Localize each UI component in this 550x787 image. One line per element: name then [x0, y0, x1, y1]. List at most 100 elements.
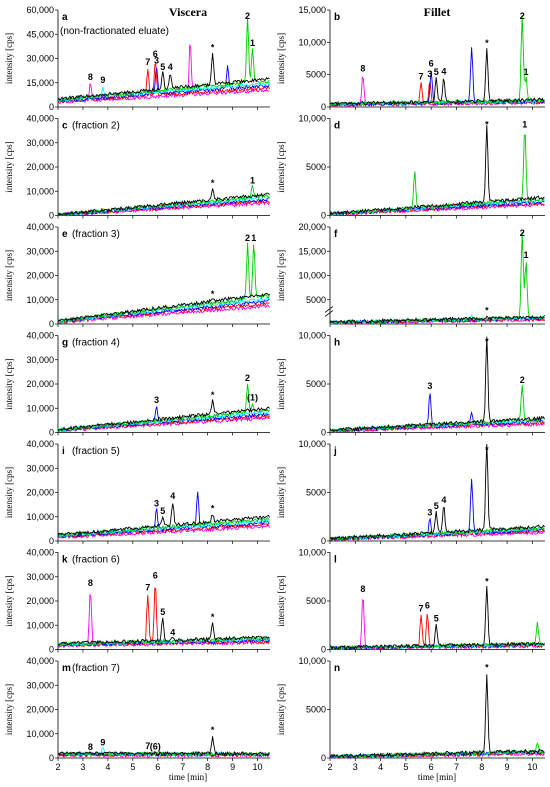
- peak-label: 2: [245, 233, 250, 243]
- peak-label: 1: [524, 250, 529, 260]
- panel-note: (fraction 4): [72, 338, 120, 349]
- y-tick-label: 40,000: [26, 114, 54, 124]
- x-axis-title-left: time [min]: [169, 772, 207, 782]
- peak-label: (6): [150, 742, 161, 752]
- peak-label: 2: [520, 375, 525, 385]
- trace-magenta: [57, 303, 270, 325]
- panel-letter: h: [334, 338, 340, 349]
- y-tick-label: 30,000: [26, 355, 54, 365]
- peak-label: *: [211, 725, 215, 735]
- peak-label: *: [485, 445, 489, 455]
- y-tick-label: 15,000: [298, 246, 326, 256]
- peak-label: 4: [168, 62, 173, 72]
- peak-label: *: [485, 120, 489, 130]
- peak-label: 7: [145, 741, 150, 751]
- panel-k: 0 10,000 20,000 30,000 40,000 intensity [cps]…: [4, 548, 270, 655]
- y-axis-title: intensity [cps]: [276, 250, 286, 301]
- x-tick-label: 7: [180, 762, 185, 772]
- peak-label: *: [485, 663, 489, 673]
- peak-label: (1): [247, 392, 258, 402]
- x-tick-label: 4: [105, 762, 110, 772]
- y-tick-label: 30,000: [26, 572, 54, 582]
- panel-note: (fraction 3): [72, 229, 120, 240]
- peak-label: 7: [145, 583, 150, 593]
- peak-label: *: [211, 612, 215, 622]
- trace-magenta: [57, 524, 270, 539]
- y-tick-label: 40,000: [26, 548, 54, 558]
- y-axis-title: intensity [cps]: [4, 358, 14, 409]
- axis-break-mark: [324, 306, 334, 317]
- trace-green: [329, 232, 545, 325]
- panel-i: 0 10,000 20,000 30,000 40,000 intensity [cps]…: [4, 439, 270, 546]
- peak-label: *: [211, 178, 215, 188]
- y-tick-label: 0: [49, 645, 54, 655]
- panel-f: 5000 10,000 15,000 20,000 intensity [cps] f * 2…: [276, 222, 545, 327]
- peak-label: 3: [154, 395, 159, 405]
- y-tick-label: 0: [49, 319, 54, 329]
- peak-label: 2: [520, 11, 525, 21]
- y-tick-label: 5000: [306, 705, 326, 715]
- peak-label: 6: [429, 58, 434, 68]
- y-axis-title: intensity [cps]: [4, 250, 14, 301]
- peak-label: 8: [88, 742, 93, 752]
- x-tick-label: 3: [80, 762, 85, 772]
- peak-label: 3: [154, 56, 159, 66]
- peak-label: 4: [441, 495, 446, 505]
- x-tick-label: 4: [378, 762, 383, 772]
- y-axis-title: intensity [cps]: [4, 684, 14, 735]
- y-tick-label: 20,000: [26, 162, 54, 172]
- y-tick-label: 0: [49, 753, 54, 763]
- peak-label: *: [211, 390, 215, 400]
- peak-label: *: [211, 289, 215, 299]
- y-tick-label: 5000: [306, 70, 326, 80]
- peak-label: *: [211, 43, 215, 53]
- y-axis-title: intensity [cps]: [276, 467, 286, 518]
- peak-label: 2: [245, 11, 250, 21]
- peak-label: 4: [441, 66, 446, 76]
- y-tick-label: 30,000: [26, 54, 54, 64]
- trace-black: [57, 292, 270, 322]
- panel-letter: d: [334, 121, 340, 132]
- trace-black: [57, 188, 270, 216]
- panel-letter: n: [334, 663, 340, 674]
- y-tick-label: 0: [49, 536, 54, 546]
- trace-blue: [57, 65, 270, 103]
- y-tick-label: 30,000: [26, 463, 54, 473]
- trace-black: [57, 736, 270, 757]
- y-tick-label: 0: [321, 645, 326, 655]
- y-tick-label: 0: [49, 102, 54, 112]
- panel-letter: a: [62, 12, 68, 23]
- y-tick-label: 20,000: [26, 271, 54, 281]
- y-tick-label: 5000: [306, 596, 326, 606]
- y-tick-label: 10,000: [298, 271, 326, 281]
- y-tick-label: 10,000: [298, 439, 326, 449]
- panel-note: (non-fractionated eluate): [60, 26, 169, 37]
- peak-label: 1: [524, 67, 529, 77]
- trace-cyan: [329, 418, 545, 433]
- trace-green: [57, 242, 270, 323]
- y-tick-label: 10,000: [26, 295, 54, 305]
- peak-label: *: [485, 306, 489, 316]
- y-axis-title: intensity [cps]: [4, 467, 14, 518]
- x-axis-title-right: time [min]: [418, 772, 456, 782]
- peak-label: 7: [419, 604, 424, 614]
- trace-black: [329, 674, 545, 759]
- peak-label: 1: [522, 120, 527, 130]
- x-tick-label: 8: [479, 762, 484, 772]
- y-tick-label: 20,000: [26, 379, 54, 389]
- y-tick-label: 5000: [306, 162, 326, 172]
- peak-label: 3: [427, 69, 432, 79]
- y-tick-label: 10,000: [26, 512, 54, 522]
- panel-letter: m: [62, 663, 71, 674]
- y-axis-title: intensity [cps]: [4, 33, 14, 84]
- trace-blue: [57, 491, 270, 539]
- peak-label: 5: [160, 62, 165, 72]
- column-title-viscera: Viscera: [169, 5, 207, 19]
- y-tick-label: 15,000: [298, 5, 326, 15]
- x-tick-label: 9: [505, 762, 510, 772]
- y-axis-title: intensity [cps]: [4, 141, 14, 192]
- y-tick-label: 15,000: [26, 78, 54, 88]
- peak-label: 5: [434, 613, 439, 623]
- peak-label: 2: [245, 373, 250, 383]
